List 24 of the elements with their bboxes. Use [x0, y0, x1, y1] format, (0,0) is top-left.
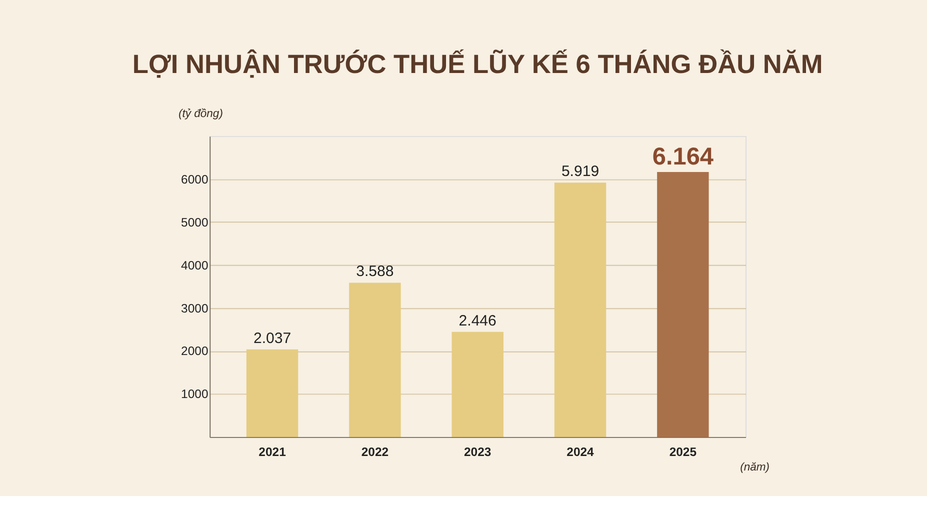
- bar: [452, 332, 504, 437]
- x-tick-label: 2025: [669, 445, 697, 460]
- y-tick-label: 5000: [181, 215, 208, 230]
- data-label: 3.588: [356, 263, 394, 280]
- y-axis-title: (tỷ đồng): [178, 108, 224, 120]
- x-tick-label: 2021: [258, 445, 286, 460]
- x-tick-label: 2023: [464, 445, 492, 460]
- bar: [349, 282, 401, 437]
- bar: [554, 182, 606, 437]
- y-tick-label: 4000: [181, 258, 208, 272]
- data-label: 2.446: [458, 312, 496, 330]
- chart-title: LỢI NHUẬN TRƯỚC THUẾ LŨY KẾ 6 THÁNG ĐẦU NĂM: [132, 49, 823, 80]
- y-tick-label: 3000: [181, 301, 208, 316]
- data-label: 6.164: [652, 144, 714, 171]
- y-tick-label: 6000: [181, 172, 208, 186]
- y-tick-label: 2000: [181, 344, 208, 358]
- x-tick-label: 2022: [361, 445, 389, 460]
- data-label: 5.919: [561, 163, 600, 180]
- x-tick-label: 2024: [566, 445, 594, 460]
- y-tick-label: 1000: [181, 387, 208, 402]
- x-axis-title: (năm): [740, 461, 770, 474]
- data-label: 2.037: [253, 330, 292, 347]
- bar: [246, 349, 298, 437]
- bar: [657, 172, 709, 437]
